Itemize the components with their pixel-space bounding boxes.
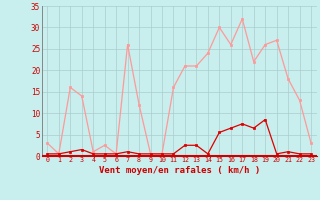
X-axis label: Vent moyen/en rafales ( km/h ): Vent moyen/en rafales ( km/h ) <box>99 166 260 175</box>
